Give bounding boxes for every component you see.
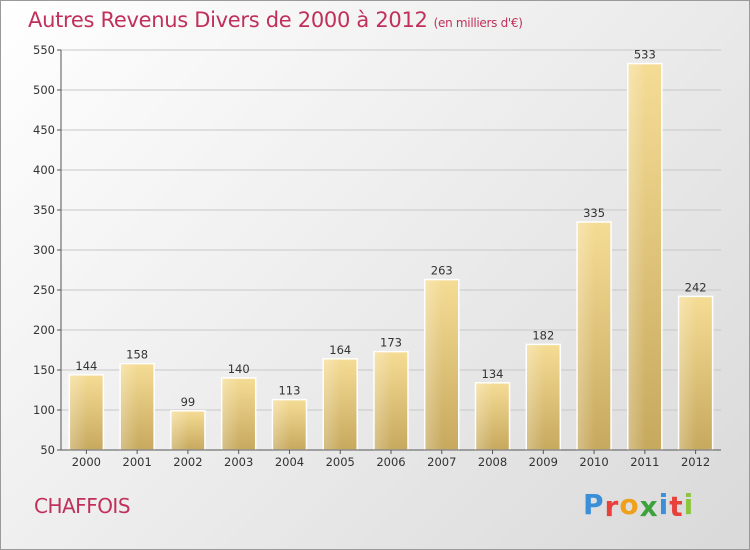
- logo-letter: r: [604, 490, 620, 523]
- logo-letter: t: [669, 490, 684, 523]
- bar-value-label: 144: [75, 359, 97, 373]
- bar-highlight: [628, 64, 646, 449]
- x-tick-label: 2011: [630, 455, 659, 469]
- bar-highlight: [425, 280, 443, 449]
- y-tick-label: 500: [33, 83, 55, 97]
- chart-title: Autres Revenus Divers de 2000 à 2012 (en …: [28, 8, 523, 32]
- x-tick-label: 2005: [326, 455, 355, 469]
- y-tick-label: 250: [33, 283, 55, 297]
- logo-letter: i: [683, 488, 695, 521]
- bar-value-label: 140: [228, 362, 250, 376]
- x-tick-label: 2003: [224, 455, 253, 469]
- bar-value-label: 113: [278, 384, 300, 398]
- y-tick-label: 150: [33, 363, 55, 377]
- bar-value-label: 335: [583, 206, 605, 220]
- logo-letter: P: [583, 488, 605, 521]
- x-tick-label: 2006: [376, 455, 405, 469]
- bars: 144 158 99 140 113 164 173 263 134 182 335 533 242: [68, 48, 714, 451]
- bar-highlight: [121, 364, 139, 449]
- bar-value-label: 242: [685, 280, 707, 294]
- x-tick-label: 2001: [123, 455, 152, 469]
- bar-value-label: 263: [431, 264, 453, 278]
- bar-highlight: [679, 297, 697, 449]
- logo-letter: x: [639, 490, 659, 523]
- commune-name: CHAFFOIS: [34, 494, 131, 518]
- bar-highlight: [527, 345, 545, 449]
- chart-title-text: Autres Revenus Divers de 2000 à 2012: [28, 8, 428, 32]
- y-tick-label: 550: [33, 43, 55, 57]
- y-tick-label: 450: [33, 123, 55, 137]
- x-tick-label: 2012: [681, 455, 710, 469]
- bar-highlight: [222, 379, 240, 449]
- logo-letter: o: [619, 488, 640, 521]
- bar-value-label: 158: [126, 348, 148, 362]
- y-tick-label: 300: [33, 243, 55, 257]
- x-tick-label: 2007: [427, 455, 456, 469]
- x-tick-label: 2009: [529, 455, 558, 469]
- x-tick-label: 2000: [72, 455, 101, 469]
- y-tick-label: 400: [33, 163, 55, 177]
- bar-highlight: [476, 383, 494, 449]
- bar-highlight: [171, 411, 189, 449]
- bar-highlight: [273, 400, 291, 449]
- bar-value-label: 164: [329, 343, 351, 357]
- y-tick-label: 100: [33, 403, 55, 417]
- bar-highlight: [578, 223, 596, 449]
- chart-unit: (en milliers d'€): [433, 16, 523, 30]
- proxiti-logo: Proxiti: [583, 488, 695, 523]
- y-tick-label: 350: [33, 203, 55, 217]
- x-axis: 2000 2001 2002 2003 2004 2005 2006 2007 2008 2009…: [61, 449, 721, 469]
- y-axis: 50 100 150 200 250 300 350 400 450 500 550: [33, 43, 62, 457]
- bar-value-label: 134: [482, 367, 504, 381]
- x-tick-label: 2010: [579, 455, 608, 469]
- bar-value-label: 173: [380, 336, 402, 350]
- bar-highlight: [375, 352, 392, 449]
- bar-highlight: [70, 375, 88, 449]
- x-tick-label: 2004: [275, 455, 304, 469]
- x-tick-label: 2002: [173, 455, 202, 469]
- y-tick-label: 200: [33, 323, 55, 337]
- logo-letter: i: [658, 488, 670, 521]
- bar-value-label: 182: [532, 328, 554, 342]
- bar-value-label: 533: [634, 48, 656, 62]
- bar-highlight: [324, 359, 342, 449]
- y-tick-label: 50: [40, 443, 55, 457]
- x-tick-label: 2008: [478, 455, 507, 469]
- bar-value-label: 99: [181, 395, 196, 409]
